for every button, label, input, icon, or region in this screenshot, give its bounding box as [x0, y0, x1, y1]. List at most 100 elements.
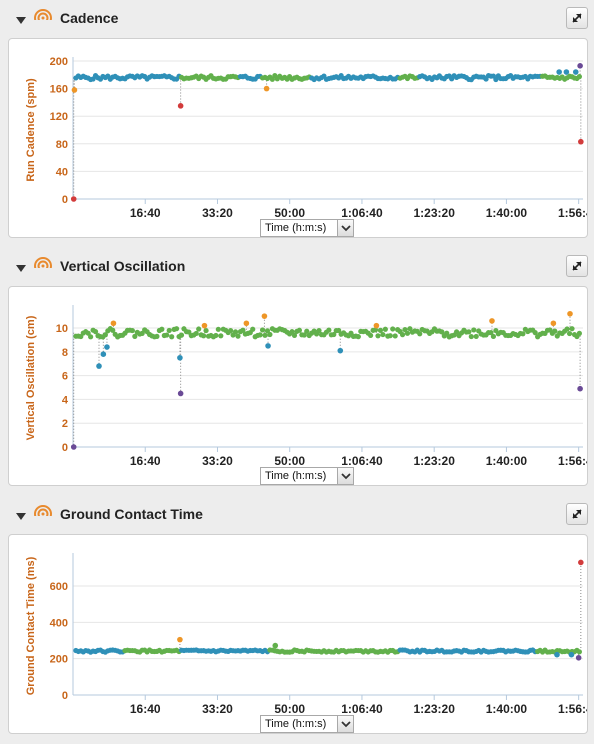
scatter-chart: 0 40 80 120 160 200 16:40 33:20 50:00 1:06:40 1:23…	[25, 56, 588, 220]
data-point	[372, 327, 379, 333]
data-point	[377, 327, 384, 333]
outlier-point	[568, 651, 575, 658]
outlier-point	[575, 654, 582, 661]
data-point	[193, 330, 199, 337]
data-point	[468, 333, 474, 340]
chevron-down-icon[interactable]	[337, 716, 353, 732]
panel-ground-contact-time: Ground Contact Time 0 200 400 600 16:40 33:20 5…	[0, 496, 594, 744]
data-point	[368, 332, 374, 339]
x-tick-label: 1:40:00	[486, 702, 528, 716]
x-axis-unit-select[interactable]: Time (h:m:s)	[260, 715, 354, 733]
panel-title: Cadence	[60, 10, 119, 26]
outlier-point	[554, 651, 560, 658]
outlier-point	[373, 322, 380, 329]
x-tick-label: 33:20	[202, 454, 233, 468]
y-axis-label: Ground Contact Time (ms)	[25, 556, 37, 695]
y-tick-label: 8	[62, 347, 68, 359]
data-point	[304, 328, 310, 334]
data-point	[289, 329, 295, 335]
data-point	[566, 330, 573, 337]
expand-arrows-icon	[572, 13, 582, 23]
collapse-triangle-icon[interactable]	[15, 508, 27, 520]
data-point	[196, 326, 202, 332]
data-point	[380, 331, 386, 338]
x-tick-label: 16:40	[130, 206, 161, 220]
x-axis-unit-select[interactable]: Time (h:m:s)	[260, 467, 354, 485]
x-tick-label: 1:23:20	[414, 206, 456, 220]
x-axis-unit-label: Time (h:m:s)	[265, 470, 327, 482]
data-point	[262, 332, 268, 338]
data-point	[154, 333, 160, 339]
panel-header: Vertical Oscillation	[0, 248, 594, 284]
x-tick-label: 1:56:40	[558, 206, 588, 220]
data-point	[85, 330, 91, 336]
outlier-point	[177, 390, 184, 397]
outlier-point	[578, 138, 584, 145]
x-axis-unit-select[interactable]: Time (h:m:s)	[260, 219, 354, 237]
outlier-point	[272, 642, 279, 649]
data-point	[235, 333, 241, 339]
expand-button[interactable]	[566, 255, 588, 277]
data-point	[267, 331, 273, 338]
y-axis-label: Run Cadence (spm)	[25, 78, 37, 182]
outlier-point	[177, 354, 183, 361]
y-tick-label: 4	[62, 394, 69, 406]
data-point	[326, 327, 332, 333]
panel-vertical-oscillation: Vertical Oscillation 0 2 4 6 8 10 16:40 33:20 50:…	[0, 248, 594, 496]
x-tick-label: 1:06:40	[341, 702, 383, 716]
y-tick-label: 10	[56, 323, 68, 335]
collapse-triangle-icon[interactable]	[15, 12, 27, 24]
x-tick-label: 50:00	[274, 702, 305, 716]
y-tick-label: 0	[62, 442, 68, 454]
y-axis-label: Vertical Oscillation (cm)	[25, 315, 37, 440]
data-point	[564, 326, 570, 332]
data-point	[576, 74, 582, 80]
outlier-point	[71, 87, 78, 93]
expand-button[interactable]	[566, 503, 588, 525]
data-point	[399, 332, 406, 338]
y-tick-label: 0	[62, 690, 68, 702]
data-point	[164, 332, 170, 338]
chevron-down-icon[interactable]	[337, 220, 353, 236]
outlier-point	[201, 322, 208, 329]
data-point	[576, 649, 582, 655]
x-tick-label: 1:23:20	[414, 702, 456, 716]
data-point	[316, 327, 322, 334]
y-tick-label: 2	[62, 418, 68, 430]
outlier-point	[263, 85, 270, 92]
y-tick-label: 0	[62, 194, 68, 206]
data-point	[390, 326, 396, 332]
data-point	[110, 327, 116, 333]
x-tick-label: 1:06:40	[341, 454, 383, 468]
data-point	[228, 327, 234, 334]
outlier-point	[261, 313, 268, 319]
outlier-point	[100, 351, 107, 358]
data-point	[439, 329, 445, 335]
expand-arrows-icon	[572, 261, 582, 271]
scatter-chart: 0 2 4 6 8 10 16:40 33:20 50:00 1:06:40 1:23:20 1:40…	[25, 305, 587, 468]
outlier-point	[70, 444, 77, 450]
x-tick-label: 1:40:00	[486, 206, 528, 220]
data-point	[88, 334, 94, 340]
outlier-point	[489, 318, 495, 324]
data-point	[520, 331, 526, 337]
data-point	[92, 329, 99, 335]
y-tick-label: 120	[50, 111, 68, 123]
outlier-point	[265, 343, 271, 349]
data-point	[215, 326, 221, 332]
x-tick-label: 1:06:40	[341, 206, 383, 220]
data-point	[232, 329, 239, 335]
x-tick-label: 50:00	[274, 206, 305, 220]
data-point	[264, 328, 271, 334]
x-tick-label: 16:40	[130, 702, 161, 716]
y-tick-label: 40	[56, 166, 68, 178]
expand-button[interactable]	[566, 7, 588, 29]
outlier-point	[578, 559, 584, 566]
data-point	[355, 334, 361, 340]
x-tick-label: 1:40:00	[486, 454, 528, 468]
panel-header: Ground Contact Time	[0, 496, 594, 532]
chevron-down-icon[interactable]	[337, 468, 353, 484]
data-point	[169, 334, 175, 340]
data-point	[466, 329, 472, 335]
collapse-triangle-icon[interactable]	[15, 260, 27, 272]
